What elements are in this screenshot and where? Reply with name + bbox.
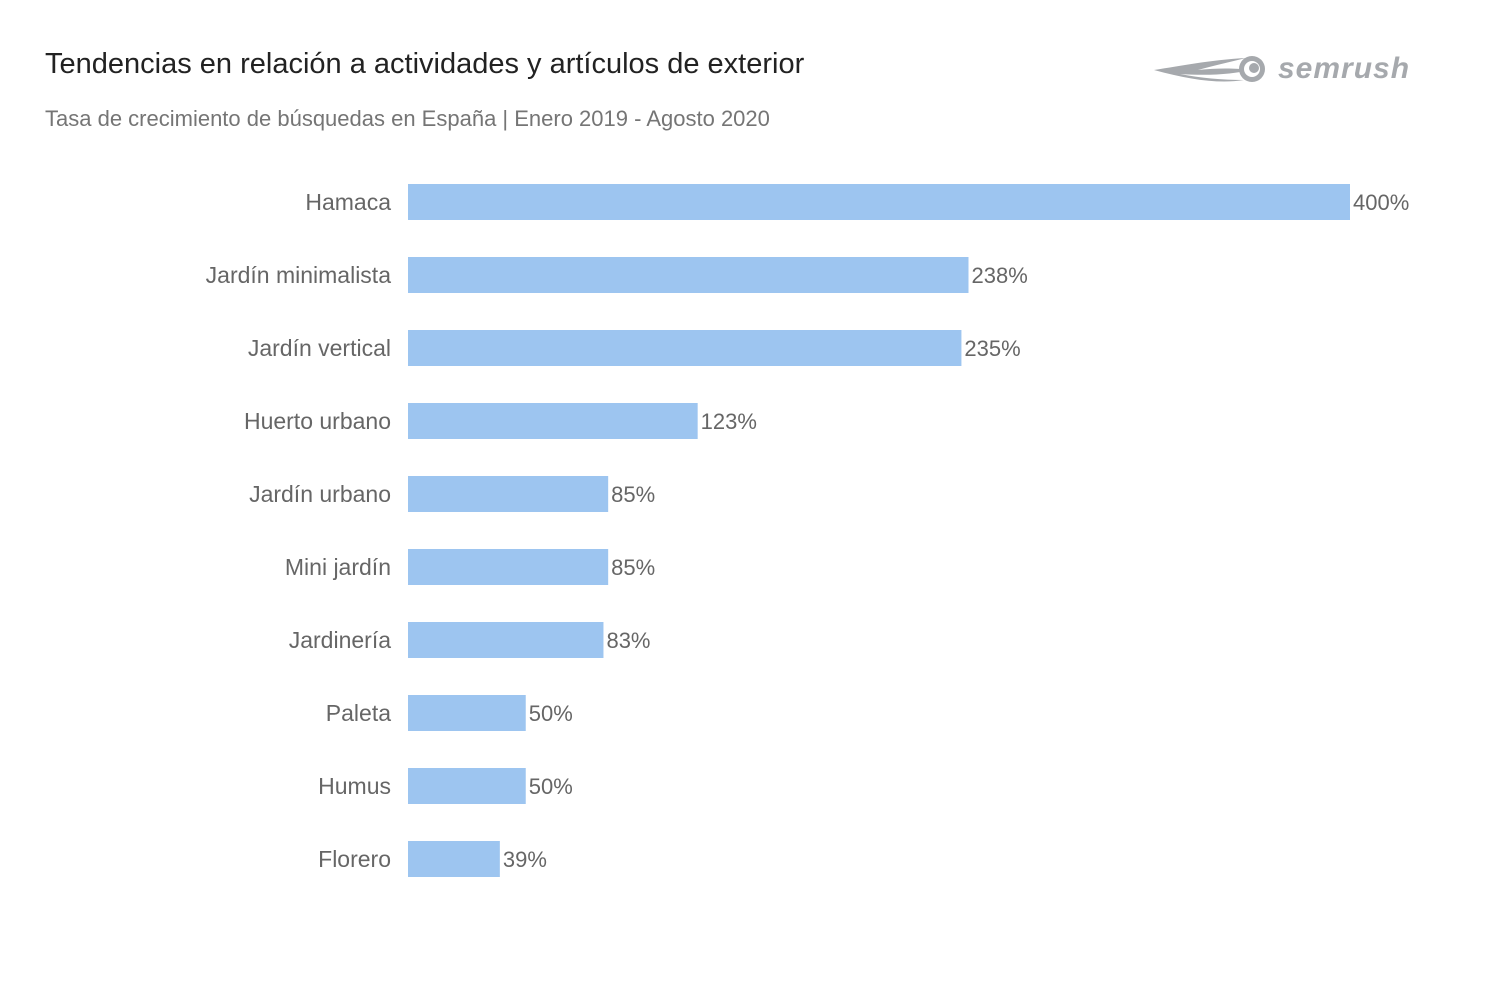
semrush-logo: semrush xyxy=(1150,46,1450,94)
semrush-fireball-icon xyxy=(1154,56,1265,82)
bar xyxy=(408,549,609,585)
category-label: Hamaca xyxy=(305,189,391,215)
value-label: 50% xyxy=(529,701,573,726)
bar xyxy=(408,257,969,293)
value-label: 238% xyxy=(971,263,1027,288)
bar xyxy=(408,695,526,731)
value-label: 85% xyxy=(611,555,655,580)
bar xyxy=(408,768,526,804)
bar xyxy=(408,184,1350,220)
bar xyxy=(408,841,500,877)
category-label: Jardín urbano xyxy=(249,481,391,507)
bar xyxy=(408,622,604,658)
value-label: 85% xyxy=(611,482,655,507)
value-label: 39% xyxy=(503,847,547,872)
bar xyxy=(408,403,698,439)
value-label: 83% xyxy=(606,628,650,653)
chart-title: Tendencias en relación a actividades y a… xyxy=(45,48,805,80)
category-label: Huerto urbano xyxy=(244,408,391,434)
category-label: Florero xyxy=(318,846,391,872)
category-label: Jardín minimalista xyxy=(206,262,392,288)
bar xyxy=(408,476,609,512)
semrush-logo-text: semrush xyxy=(1278,52,1411,85)
category-label: Jardín vertical xyxy=(248,335,391,361)
category-label: Paleta xyxy=(326,700,391,726)
category-label: Jardinería xyxy=(289,627,391,653)
category-label: Mini jardín xyxy=(285,554,391,580)
value-label: 400% xyxy=(1353,190,1409,215)
value-label: 123% xyxy=(701,409,757,434)
chart-subtitle: Tasa de crecimiento de búsquedas en Espa… xyxy=(45,106,770,131)
value-label: 50% xyxy=(529,774,573,799)
value-label: 235% xyxy=(964,336,1020,361)
bar xyxy=(408,330,962,366)
category-label: Humus xyxy=(318,773,391,799)
